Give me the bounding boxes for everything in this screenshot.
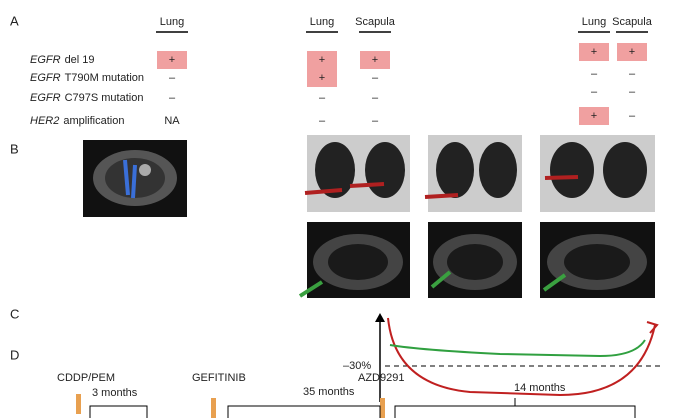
drug: CDDP/PEM [57,372,115,384]
panel-label: D [10,347,19,362]
cell: – [372,115,379,127]
cell: – [319,115,326,127]
positive-box [360,51,390,69]
column-header: Scapula [355,16,396,28]
duration: 3 months [92,387,138,399]
cell: – [372,92,379,104]
alteration: amplification [63,115,124,127]
cell: + [591,46,597,58]
threshold-label: –30% [343,360,371,372]
cell: NA [164,115,180,127]
positive-box [579,107,609,125]
cell: – [319,92,326,104]
gene: EGFR [30,72,61,84]
row-label: EGFR T790M mutation [30,72,144,84]
alteration: T790M mutation [65,72,144,84]
gene: EGFR [30,54,61,66]
cell: – [591,86,598,98]
gene: HER2 [30,115,59,127]
cell: – [591,68,598,80]
cell: – [629,110,636,122]
positive-box [157,51,187,69]
panel-label: A [10,13,19,28]
panel-label: C [10,306,19,321]
cell: – [169,92,176,104]
column-header: Lung [582,16,606,28]
response-plot [375,313,660,402]
cell: – [629,68,636,80]
cell: – [629,86,636,98]
cell: + [629,46,635,58]
cell: – [372,72,379,84]
cell: + [319,54,325,66]
row-label: EGFR C797S mutation [30,92,143,104]
column-header: Lung [160,16,184,28]
cell: + [169,54,175,66]
cell: – [169,72,176,84]
positive-box [307,69,337,87]
cell: + [591,110,597,122]
drug: AZD9291 [358,372,404,384]
drug: GEFITINIB [192,372,246,384]
positive-box [307,51,337,69]
positive-box [617,43,647,61]
column-header: Lung [310,16,334,28]
alteration: del 19 [65,54,95,66]
cell: + [372,54,378,66]
panel-label: B [10,141,19,156]
ct-images [83,135,655,298]
duration: 14 months [514,382,566,394]
timeline-shapes [76,394,636,418]
cell: + [319,72,325,84]
row-label: HER2 amplification [30,115,124,127]
alteration: C797S mutation [65,92,144,104]
duration: 35 months [303,386,355,398]
row-label: EGFR del 19 [30,54,95,66]
positive-box [579,43,609,61]
column-header: Scapula [612,16,653,28]
gene: EGFR [30,92,61,104]
